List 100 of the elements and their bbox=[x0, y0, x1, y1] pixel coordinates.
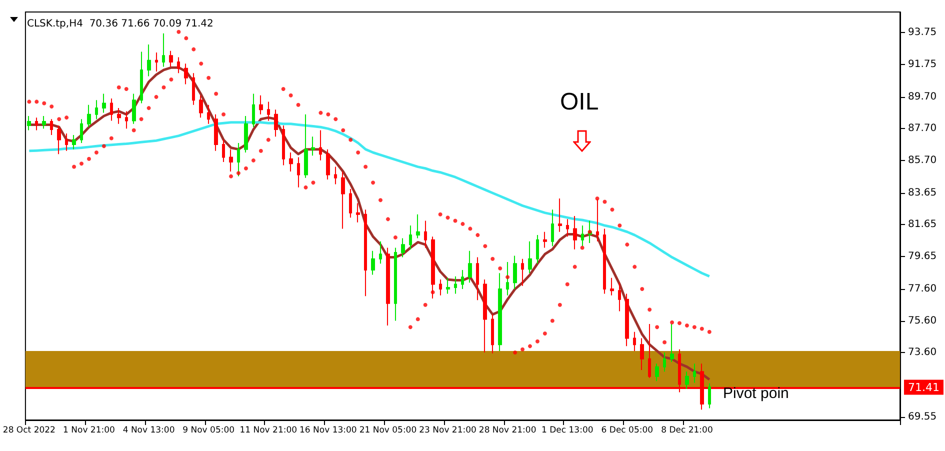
candlestick bbox=[394, 247, 397, 322]
y-tick-label: 83.65 bbox=[908, 187, 937, 198]
x-tick-label: 8 Dec 21:00 bbox=[661, 426, 713, 436]
candlestick bbox=[663, 352, 666, 372]
ref-line-label: 71.41 bbox=[908, 380, 940, 394]
candlestick bbox=[379, 240, 382, 264]
candlestick bbox=[633, 331, 636, 352]
candlestick bbox=[528, 240, 532, 274]
candlestick bbox=[57, 125, 61, 155]
candlestick bbox=[610, 277, 614, 296]
candlestick bbox=[409, 225, 412, 250]
text: Pivot poin bbox=[723, 385, 789, 402]
candlestick bbox=[289, 152, 293, 172]
candlestick bbox=[304, 114, 308, 178]
candlestick bbox=[506, 262, 509, 296]
candlestick bbox=[648, 323, 651, 378]
candlestick bbox=[341, 171, 345, 230]
candlestick bbox=[655, 363, 659, 382]
x-tick-label: 11 Nov 21:00 bbox=[240, 426, 298, 436]
candlestick bbox=[244, 115, 248, 153]
candlestick bbox=[693, 363, 696, 384]
candlestick bbox=[184, 63, 188, 85]
candlestick bbox=[491, 314, 494, 354]
x-tick-label: 4 Nov 13:00 bbox=[122, 426, 175, 436]
x-tick-label: 23 Nov 21:00 bbox=[419, 426, 476, 436]
candlestick bbox=[102, 93, 106, 114]
candlestick bbox=[364, 209, 367, 297]
y-tick-label: 91.75 bbox=[908, 58, 937, 70]
candlestick bbox=[237, 142, 240, 177]
candlestick bbox=[110, 98, 113, 122]
x-tick-label: 6 Dec 05:00 bbox=[601, 426, 654, 436]
candlestick bbox=[87, 104, 91, 128]
candlestick bbox=[132, 93, 136, 124]
candlestick bbox=[558, 198, 562, 232]
candlestick bbox=[65, 132, 68, 152]
text: CLSK.tp,H4 70.36 71.66 70.09 71.42 bbox=[27, 18, 214, 30]
candlestick bbox=[27, 115, 31, 131]
candlestick bbox=[319, 130, 322, 161]
candlestick bbox=[431, 236, 435, 300]
x-tick-label: 28 Oct 2022 bbox=[2, 426, 56, 436]
candlestick bbox=[80, 118, 83, 144]
y-tick-label: 69.55 bbox=[908, 411, 937, 422]
candlestick bbox=[476, 256, 479, 301]
candlestick bbox=[117, 108, 121, 124]
candlestick bbox=[169, 50, 173, 68]
candlestick bbox=[125, 110, 128, 130]
candlestick bbox=[468, 250, 472, 284]
candlestick bbox=[259, 94, 263, 115]
candlestick bbox=[371, 250, 375, 276]
y-tick-label: 79.65 bbox=[908, 250, 937, 262]
candlestick bbox=[513, 255, 517, 290]
x-tick-label: 1 Dec 13:00 bbox=[541, 426, 594, 436]
candlestick bbox=[282, 125, 285, 166]
candlestick bbox=[334, 166, 337, 185]
candlestick bbox=[625, 293, 629, 347]
candlestick bbox=[199, 94, 203, 118]
candlestick bbox=[454, 276, 457, 294]
candlestick bbox=[252, 93, 255, 128]
candlestick bbox=[207, 104, 210, 124]
candlestick bbox=[274, 109, 278, 138]
candlestick bbox=[222, 139, 225, 163]
candlestick bbox=[147, 44, 151, 77]
candlestick bbox=[356, 202, 360, 223]
candlestick bbox=[35, 117, 38, 131]
candlestick bbox=[326, 148, 330, 180]
candlestick bbox=[229, 148, 233, 172]
y-tick-label: 73.60 bbox=[908, 347, 937, 358]
candlestick bbox=[311, 136, 315, 156]
y-tick-label: 77.60 bbox=[908, 284, 937, 295]
candlestick bbox=[386, 247, 390, 326]
x-tick-label: 1 Nov 21:00 bbox=[63, 426, 115, 436]
y-tick-label: 87.70 bbox=[908, 123, 937, 134]
candlestick bbox=[566, 218, 569, 238]
candlestick bbox=[596, 198, 599, 242]
candlestick bbox=[50, 118, 53, 136]
candlestick bbox=[162, 32, 165, 68]
line-series bbox=[28, 121, 711, 278]
annotation: OIL bbox=[560, 88, 599, 116]
candlestick bbox=[192, 72, 195, 106]
candlestick bbox=[446, 277, 450, 294]
candlestick bbox=[72, 134, 76, 150]
y-tick-label: 93.75 bbox=[908, 27, 937, 38]
candlestick bbox=[618, 282, 621, 312]
candlestick bbox=[543, 231, 547, 248]
candlestick bbox=[297, 156, 300, 188]
y-tick-label: 89.70 bbox=[908, 91, 937, 102]
candlestick bbox=[551, 209, 554, 247]
candlestick bbox=[439, 279, 442, 296]
x-tick-label: 28 Nov 21:00 bbox=[478, 426, 536, 436]
candlestick bbox=[536, 234, 539, 264]
y-tick-label: 81.65 bbox=[908, 219, 937, 230]
candlestick bbox=[177, 56, 180, 74]
candlestick bbox=[498, 272, 502, 352]
y-tick-label: 85.70 bbox=[908, 154, 937, 166]
candlestick bbox=[155, 52, 158, 72]
candlestick bbox=[640, 338, 644, 370]
x-tick-label: 9 Nov 05:00 bbox=[182, 426, 235, 436]
x-tick-label: 16 Nov 13:00 bbox=[300, 426, 357, 436]
candlestick bbox=[267, 101, 270, 122]
candlestick bbox=[603, 228, 606, 294]
